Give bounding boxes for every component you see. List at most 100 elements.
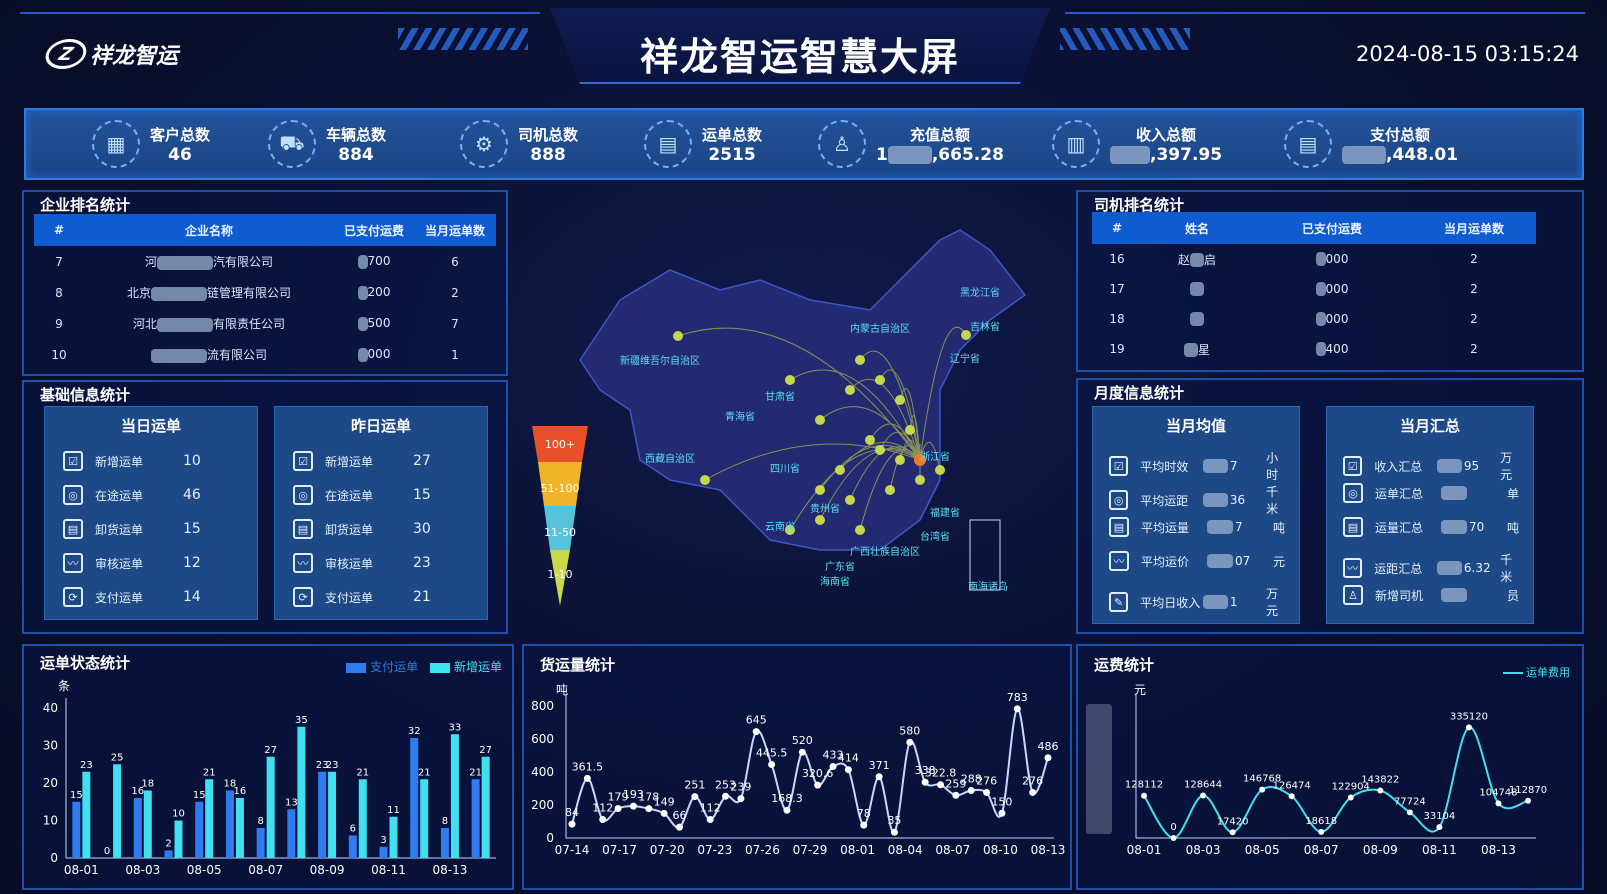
data-point[interactable] [614,804,622,812]
stat-row[interactable]: 〰审核运单 12 [63,553,243,573]
bar[interactable] [205,779,214,858]
table-row[interactable]: 18 000 2 [1092,304,1536,334]
bar[interactable] [348,835,357,859]
kpi-drivers[interactable]: ⚙ 司机总数 888 [460,120,578,168]
bar[interactable] [256,828,265,858]
data-point[interactable] [722,792,730,800]
city-dot[interactable] [875,375,885,385]
data-point[interactable] [829,763,837,771]
bar[interactable] [471,779,480,858]
city-dot[interactable] [935,465,945,475]
kpi-income[interactable]: ▥ 收入总额 ,397.95 [1052,120,1222,168]
data-point[interactable] [737,795,745,803]
kpi-vehicles[interactable]: ⛟ 车辆总数 884 [268,120,386,168]
data-point[interactable] [890,828,898,836]
stat-row[interactable]: ◎ 运单汇总 单 [1343,483,1523,503]
data-point[interactable] [768,760,776,768]
data-point[interactable] [844,766,852,774]
bar[interactable] [164,850,173,859]
city-dot[interactable] [855,525,865,535]
bar[interactable] [235,798,244,858]
stat-row[interactable]: 〰运距汇总 6.32 千米 [1343,551,1523,585]
bar[interactable] [379,846,388,858]
stat-row[interactable]: ▤ 运量汇总 70 吨 [1343,517,1523,537]
bar[interactable] [225,790,234,859]
data-point[interactable] [783,806,791,814]
table-row[interactable]: 16 赵启 000 2 [1092,244,1536,274]
data-point[interactable] [583,774,591,782]
stat-row[interactable]: ▤ 卸货运单 15 [63,519,243,539]
bar[interactable] [410,738,419,858]
stat-row[interactable]: ◎ 在途运单 46 [63,485,243,505]
stat-row[interactable]: ◎ 在途运单 15 [293,485,473,505]
data-point[interactable] [952,791,960,799]
stat-row[interactable]: 〰平均运价 07 元 [1109,551,1289,571]
city-dot[interactable] [855,355,865,365]
table-row[interactable]: 17 000 2 [1092,274,1536,304]
city-dot[interactable] [875,445,885,455]
bar[interactable] [195,801,204,858]
data-point[interactable] [752,728,760,736]
city-dot[interactable] [895,455,905,465]
bar[interactable] [450,734,459,858]
city-dot[interactable] [865,435,875,445]
city-dot[interactable] [785,525,795,535]
stat-row[interactable]: ✎ 平均日收入 1 万元 [1109,585,1289,619]
data-point[interactable] [983,788,991,796]
data-point[interactable] [860,821,868,829]
data-point[interactable] [1029,788,1037,796]
data-point[interactable] [1170,835,1177,841]
city-dot[interactable] [915,475,925,485]
bar[interactable] [318,771,327,858]
hub-dot[interactable] [914,454,926,466]
table-row[interactable]: 7 河 汽有限公司 700 6 [34,246,496,277]
city-dot[interactable] [815,515,825,525]
data-point[interactable] [1013,705,1021,713]
data-point[interactable] [660,809,668,817]
data-point[interactable] [1406,809,1413,816]
stat-row[interactable]: ⟳ 支付运单 21 [293,587,473,607]
stat-row[interactable]: ▤ 平均运量 7 吨 [1109,517,1289,537]
data-point[interactable] [1436,824,1443,831]
data-point[interactable] [937,781,945,789]
table-row[interactable]: 10 流有限公司 000 1 [34,339,496,370]
table-row[interactable]: 9 河北 有限责任公司 500 7 [34,308,496,339]
bar[interactable] [133,798,142,858]
city-dot[interactable] [885,485,895,495]
data-point[interactable] [875,773,883,781]
data-point[interactable] [921,778,929,786]
stat-row[interactable]: ☑ 平均时效 7 小时 [1109,449,1289,483]
data-point[interactable] [599,816,607,824]
bar[interactable] [82,771,91,858]
data-point[interactable] [1525,797,1531,804]
bar[interactable] [328,771,337,858]
city-dot[interactable] [845,385,855,395]
stat-row[interactable]: ☑ 新增运单 27 [293,451,473,471]
city-dot[interactable] [961,330,971,340]
stat-row[interactable]: ◎ 平均运距 36 千米 [1109,483,1289,517]
data-point[interactable] [906,738,914,746]
stat-row[interactable]: ♙ 新增司机 员 [1343,585,1523,605]
data-point[interactable] [967,786,975,794]
china-map[interactable]: 黑龙江省 内蒙古自治区 新疆维吾尔自治区 青海省 甘肃省 西藏自治区 四川省 云南省 贵州省 广西… [520,190,1070,634]
city-dot[interactable] [815,415,825,425]
data-point[interactable] [1495,800,1502,807]
kpi-customers[interactable]: ▦ 客户总数 46 [92,120,210,168]
kpi-recharge[interactable]: ♙ 充值总额 1 ,665.28 [818,120,1004,168]
data-point[interactable] [1044,754,1052,762]
bar[interactable] [72,801,81,858]
kpi-orders[interactable]: ▤ 运单总数 2515 [644,120,762,168]
data-point[interactable] [706,816,714,824]
data-point[interactable] [675,823,683,831]
city-dot[interactable] [895,395,905,405]
data-point[interactable] [1377,787,1384,794]
stat-row[interactable]: ⟳ 支付运单 14 [63,587,243,607]
bar[interactable] [420,779,429,858]
stat-row[interactable]: ☑ 收入汇总 95 万元 [1343,449,1523,483]
city-dot[interactable] [845,495,855,505]
bar[interactable] [389,816,398,858]
data-point[interactable] [1141,792,1147,799]
data-point[interactable] [1259,786,1266,793]
stat-row[interactable]: ☑ 新增运单 10 [63,451,243,471]
data-point[interactable] [568,820,576,828]
